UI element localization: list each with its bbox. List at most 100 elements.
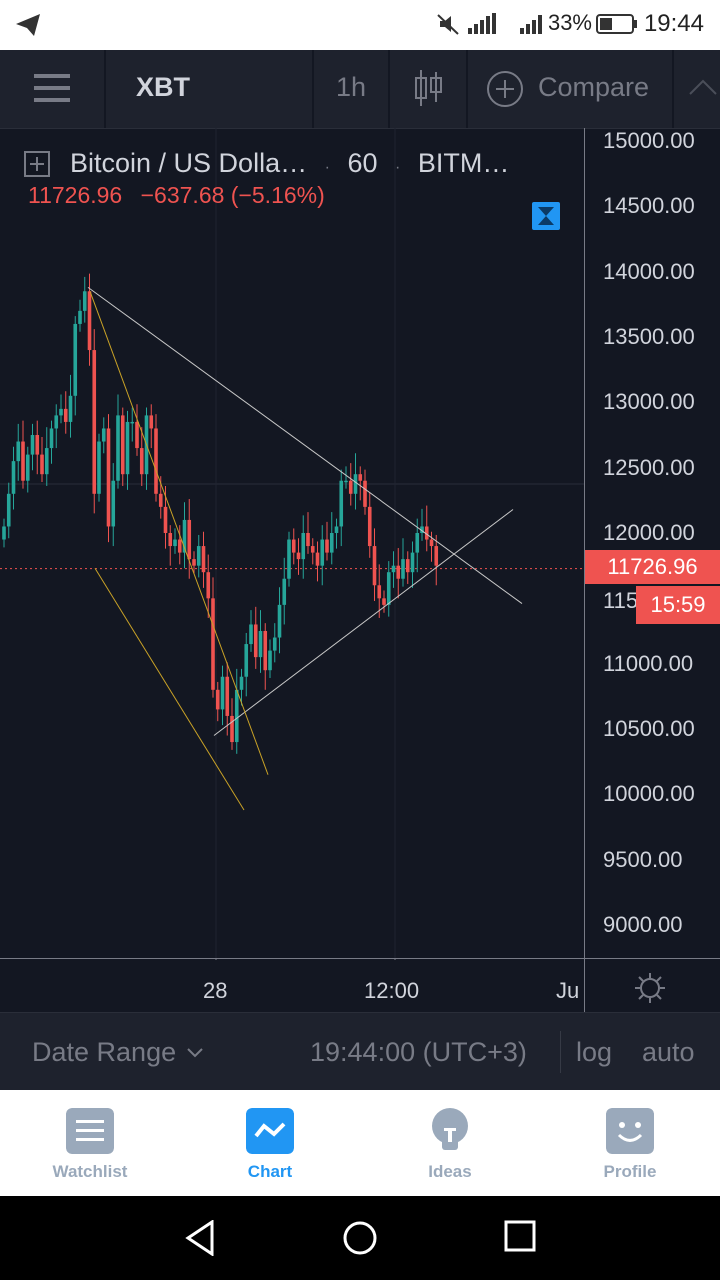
candle-body	[168, 533, 173, 547]
symbol-button[interactable]: XBT	[136, 72, 190, 102]
candle-body	[154, 428, 158, 494]
candle	[40, 436, 44, 483]
candle	[253, 606, 258, 669]
candle	[49, 420, 54, 464]
log-scale-toggle[interactable]: log	[576, 1037, 613, 1067]
recents-icon[interactable]	[504, 1220, 536, 1252]
tab-label: Chart	[247, 1162, 293, 1181]
candle-body	[244, 644, 249, 677]
candle	[30, 423, 35, 471]
time-axis-border	[0, 958, 720, 959]
candle	[434, 534, 439, 586]
candle-body	[296, 552, 301, 560]
candle-body	[268, 650, 272, 671]
candle	[101, 417, 106, 454]
candle-body	[415, 533, 420, 553]
candle-body	[73, 323, 78, 396]
price-axis-label: 9000.00	[603, 912, 683, 937]
candle-body	[163, 506, 168, 533]
candle-body	[92, 350, 97, 494]
price-chart[interactable]	[0, 128, 720, 960]
tab-label: Watchlist	[52, 1162, 128, 1181]
expand-legend-icon[interactable]	[24, 151, 50, 177]
candlestick-icon[interactable]	[414, 68, 444, 108]
date-range-button[interactable]: Date Range	[32, 1037, 177, 1067]
channel-upper-line	[89, 291, 269, 775]
candle	[391, 551, 396, 588]
hourglass-icon[interactable]	[532, 202, 560, 230]
candle-body	[329, 533, 334, 553]
candle	[106, 414, 111, 543]
interval-button[interactable]: 1h	[336, 72, 367, 102]
candle-body	[386, 572, 391, 605]
tab-watchlist[interactable]: Watchlist	[0, 1090, 180, 1196]
candle-body	[16, 441, 21, 462]
candle-body	[420, 526, 424, 533]
candle	[68, 374, 73, 438]
candle	[339, 469, 344, 547]
candle-body	[177, 539, 182, 553]
candle	[196, 534, 201, 578]
candle-body	[139, 448, 144, 475]
candle	[401, 538, 405, 587]
candle-body	[68, 395, 73, 422]
time-axis-label: 28	[203, 978, 228, 1003]
candle-body	[173, 539, 177, 547]
candle-body	[130, 421, 135, 424]
candle	[405, 551, 410, 584]
candle-body	[87, 291, 92, 351]
candle	[277, 587, 282, 654]
tab-chart[interactable]: Chart	[180, 1090, 360, 1196]
price-axis-label: 11000.00	[603, 650, 694, 676]
menu-icon[interactable]	[34, 72, 70, 104]
chevron-down-icon[interactable]	[186, 1047, 204, 1059]
candle-body	[287, 539, 291, 579]
timezone-clock[interactable]: 19:44:00 (UTC+3)	[310, 1037, 527, 1067]
toolbar-divider	[388, 50, 390, 128]
candle	[125, 410, 130, 490]
candle	[116, 394, 120, 489]
candle	[353, 453, 358, 510]
candle	[120, 407, 125, 486]
settings-icon[interactable]	[634, 972, 666, 1004]
home-icon[interactable]	[342, 1220, 378, 1256]
candle-body	[306, 533, 310, 547]
candle	[239, 668, 244, 706]
candle	[348, 463, 353, 506]
candle-body	[401, 559, 405, 579]
battery-icon	[596, 14, 637, 34]
candle-body	[315, 552, 320, 566]
tab-profile[interactable]: Profile	[540, 1090, 720, 1196]
candle-body	[220, 676, 225, 710]
candle-body	[6, 493, 11, 527]
candle-body	[377, 585, 382, 599]
add-circle-icon[interactable]	[486, 70, 524, 108]
chevron-up-icon[interactable]	[688, 78, 718, 96]
candle	[177, 525, 182, 565]
candle	[325, 521, 329, 561]
candle	[420, 508, 424, 541]
candle	[97, 433, 101, 502]
price-axis-label: 9500.00	[603, 846, 683, 872]
candle	[296, 538, 301, 575]
candle-body	[21, 441, 25, 481]
candle-body	[35, 435, 40, 455]
tab-ideas[interactable]: Ideas	[360, 1090, 540, 1196]
candle-body	[59, 408, 63, 416]
candle-body	[116, 415, 120, 481]
current-price-label: 11726.96	[585, 550, 720, 584]
candle-body	[78, 310, 82, 324]
candle	[363, 469, 367, 515]
candle	[263, 623, 268, 690]
candle-body	[272, 637, 277, 651]
candle	[135, 404, 139, 456]
compare-button[interactable]: Compare	[538, 72, 650, 102]
auto-scale-toggle[interactable]: auto	[642, 1037, 695, 1067]
candle	[377, 564, 382, 618]
candle-body	[363, 480, 367, 507]
lightbulb-icon	[432, 1108, 468, 1150]
candle-body	[391, 565, 396, 573]
candle-body	[111, 480, 116, 527]
price-axis-label: 15000.00	[603, 128, 695, 153]
back-icon[interactable]	[184, 1220, 216, 1256]
